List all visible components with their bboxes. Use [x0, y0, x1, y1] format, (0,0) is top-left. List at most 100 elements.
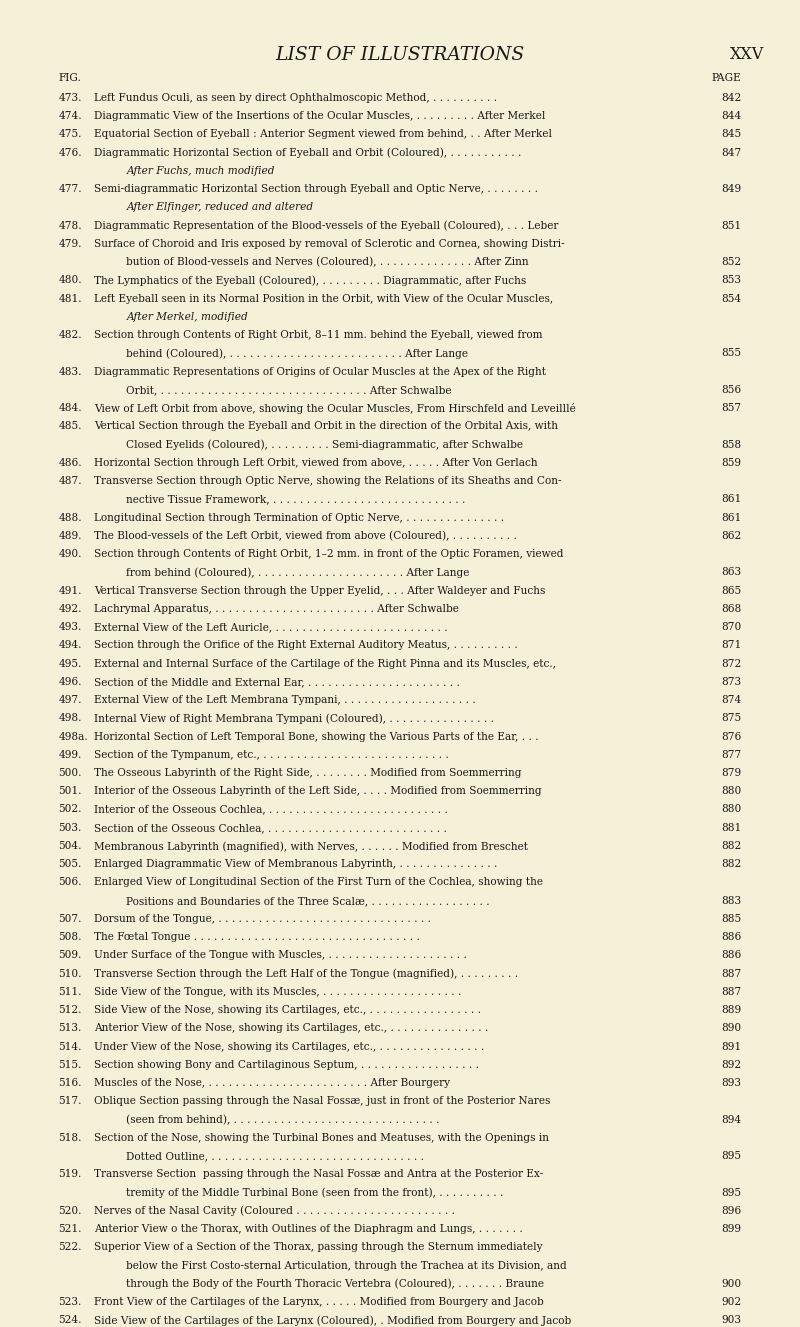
Text: Left Eyeball seen in its Normal Position in the Orbit, with View of the Ocular M: Left Eyeball seen in its Normal Position…: [94, 293, 554, 304]
Text: Vertical Transverse Section through the Upper Eyelid, . . . After Waldeyer and F: Vertical Transverse Section through the …: [94, 585, 546, 596]
Text: 873: 873: [722, 677, 742, 687]
Text: 855: 855: [722, 349, 742, 358]
Text: 895: 895: [722, 1152, 742, 1161]
Text: Diagrammatic Representation of the Blood-vessels of the Eyeball (Coloured), . . : Diagrammatic Representation of the Blood…: [94, 220, 558, 231]
Text: 512.: 512.: [58, 1006, 82, 1015]
Text: Nerves of the Nasal Cavity (Coloured . . . . . . . . . . . . . . . . . . . . . .: Nerves of the Nasal Cavity (Coloured . .…: [94, 1206, 455, 1217]
Text: Oblique Section passing through the Nasal Fossæ, just in front of the Posterior : Oblique Section passing through the Nasa…: [94, 1096, 550, 1107]
Text: 503.: 503.: [58, 823, 82, 833]
Text: Section through Contents of Right Orbit, 8–11 mm. behind the Eyeball, viewed fro: Section through Contents of Right Orbit,…: [94, 330, 543, 340]
Text: 861: 861: [722, 512, 742, 523]
Text: Anterior View o the Thorax, with Outlines of the Diaphragm and Lungs, . . . . . : Anterior View o the Thorax, with Outline…: [94, 1225, 523, 1234]
Text: 876: 876: [722, 731, 742, 742]
Text: 513.: 513.: [58, 1023, 82, 1034]
Text: 854: 854: [722, 293, 742, 304]
Text: 902: 902: [722, 1298, 742, 1307]
Text: 478.: 478.: [58, 220, 82, 231]
Text: 842: 842: [722, 93, 742, 104]
Text: 863: 863: [722, 568, 742, 577]
Text: 896: 896: [722, 1206, 742, 1216]
Text: External View of the Left Membrana Tympani, . . . . . . . . . . . . . . . . . . : External View of the Left Membrana Tympa…: [94, 695, 476, 705]
Text: nective Tissue Framework, . . . . . . . . . . . . . . . . . . . . . . . . . . . : nective Tissue Framework, . . . . . . . …: [126, 495, 466, 504]
Text: 497.: 497.: [58, 695, 82, 705]
Text: Muscles of the Nose, . . . . . . . . . . . . . . . . . . . . . . . . After Bourg: Muscles of the Nose, . . . . . . . . . .…: [94, 1079, 450, 1088]
Text: 887: 887: [722, 969, 742, 979]
Text: Dotted Outline, . . . . . . . . . . . . . . . . . . . . . . . . . . . . . . . .: Dotted Outline, . . . . . . . . . . . . …: [126, 1152, 424, 1161]
Text: 499.: 499.: [58, 750, 82, 760]
Text: 487.: 487.: [58, 476, 82, 486]
Text: 890: 890: [722, 1023, 742, 1034]
Text: 474.: 474.: [58, 111, 82, 121]
Text: 501.: 501.: [58, 787, 82, 796]
Text: Section of the Osseous Cochlea, . . . . . . . . . . . . . . . . . . . . . . . . : Section of the Osseous Cochlea, . . . . …: [94, 823, 447, 833]
Text: Section of the Tympanum, etc., . . . . . . . . . . . . . . . . . . . . . . . . .: Section of the Tympanum, etc., . . . . .…: [94, 750, 450, 760]
Text: 882: 882: [722, 860, 742, 869]
Text: Horizontal Section of Left Temporal Bone, showing the Various Parts of the Ear, : Horizontal Section of Left Temporal Bone…: [94, 731, 539, 742]
Text: through the Body of the Fourth Thoracic Vertebra (Coloured), . . . . . . . Braun: through the Body of the Fourth Thoracic …: [126, 1279, 544, 1290]
Text: 847: 847: [722, 147, 742, 158]
Text: 870: 870: [722, 622, 742, 632]
Text: 887: 887: [722, 987, 742, 997]
Text: 493.: 493.: [58, 622, 82, 632]
Text: Interior of the Osseous Cochlea, . . . . . . . . . . . . . . . . . . . . . . . .: Interior of the Osseous Cochlea, . . . .…: [94, 804, 448, 815]
Text: Superior View of a Section of the Thorax, passing through the Sternum immediatel: Superior View of a Section of the Thorax…: [94, 1242, 543, 1253]
Text: After Merkel, modified: After Merkel, modified: [126, 312, 248, 322]
Text: 882: 882: [722, 841, 742, 851]
Text: 473.: 473.: [58, 93, 82, 104]
Text: Side View of the Tongue, with its Muscles, . . . . . . . . . . . . . . . . . . .: Side View of the Tongue, with its Muscle…: [94, 987, 462, 997]
Text: 502.: 502.: [58, 804, 82, 815]
Text: 903: 903: [722, 1315, 742, 1326]
Text: Longitudinal Section through Termination of Optic Nerve, . . . . . . . . . . . .: Longitudinal Section through Termination…: [94, 512, 505, 523]
Text: 881: 881: [722, 823, 742, 833]
Text: Horizontal Section through Left Orbit, viewed from above, . . . . . After Von Ge: Horizontal Section through Left Orbit, v…: [94, 458, 538, 468]
Text: PAGE: PAGE: [712, 73, 742, 84]
Text: 875: 875: [722, 714, 742, 723]
Text: 518.: 518.: [58, 1133, 82, 1143]
Text: 868: 868: [722, 604, 742, 614]
Text: 900: 900: [722, 1279, 742, 1289]
Text: Vertical Section through the Eyeball and Orbit in the direction of the Orbital A: Vertical Section through the Eyeball and…: [94, 422, 558, 431]
Text: Interior of the Osseous Labyrinth of the Left Side, . . . . Modified from Soemme: Interior of the Osseous Labyrinth of the…: [94, 787, 542, 796]
Text: 862: 862: [722, 531, 742, 541]
Text: 482.: 482.: [58, 330, 82, 340]
Text: The Osseous Labyrinth of the Right Side, . . . . . . . . Modified from Soemmerri: The Osseous Labyrinth of the Right Side,…: [94, 768, 522, 778]
Text: 490.: 490.: [58, 549, 82, 559]
Text: 885: 885: [722, 914, 742, 924]
Text: 516.: 516.: [58, 1079, 82, 1088]
Text: Front View of the Cartilages of the Larynx, . . . . . Modified from Bourgery and: Front View of the Cartilages of the Lary…: [94, 1298, 544, 1307]
Text: 514.: 514.: [58, 1042, 82, 1052]
Text: 483.: 483.: [58, 366, 82, 377]
Text: Anterior View of the Nose, showing its Cartilages, etc., . . . . . . . . . . . .: Anterior View of the Nose, showing its C…: [94, 1023, 489, 1034]
Text: Under Surface of the Tongue with Muscles, . . . . . . . . . . . . . . . . . . . : Under Surface of the Tongue with Muscles…: [94, 950, 467, 961]
Text: from behind (Coloured), . . . . . . . . . . . . . . . . . . . . . . After Lange: from behind (Coloured), . . . . . . . . …: [126, 568, 470, 577]
Text: 891: 891: [722, 1042, 742, 1052]
Text: 515.: 515.: [58, 1060, 82, 1070]
Text: 883: 883: [722, 896, 742, 906]
Text: Dorsum of the Tongue, . . . . . . . . . . . . . . . . . . . . . . . . . . . . . : Dorsum of the Tongue, . . . . . . . . . …: [94, 914, 431, 924]
Text: Section of the Nose, showing the Turbinal Bones and Meatuses, with the Openings : Section of the Nose, showing the Turbina…: [94, 1133, 550, 1143]
Text: 500.: 500.: [58, 768, 82, 778]
Text: 858: 858: [722, 439, 742, 450]
Text: Side View of the Nose, showing its Cartilages, etc., . . . . . . . . . . . . . .: Side View of the Nose, showing its Carti…: [94, 1006, 482, 1015]
Text: 523.: 523.: [58, 1298, 82, 1307]
Text: Section of the Middle and External Ear, . . . . . . . . . . . . . . . . . . . . : Section of the Middle and External Ear, …: [94, 677, 460, 687]
Text: 494.: 494.: [58, 641, 82, 650]
Text: Membranous Labyrinth (magnified), with Nerves, . . . . . . Modified from Bresche: Membranous Labyrinth (magnified), with N…: [94, 841, 528, 852]
Text: Orbit, . . . . . . . . . . . . . . . . . . . . . . . . . . . . . . . After Schwa: Orbit, . . . . . . . . . . . . . . . . .…: [126, 385, 452, 395]
Text: 485.: 485.: [58, 422, 82, 431]
Text: 880: 880: [722, 787, 742, 796]
Text: 852: 852: [722, 257, 742, 267]
Text: 849: 849: [722, 184, 742, 194]
Text: 845: 845: [722, 129, 742, 139]
Text: Closed Eyelids (Coloured), . . . . . . . . . Semi-diagrammatic, after Schwalbe: Closed Eyelids (Coloured), . . . . . . .…: [126, 439, 523, 450]
Text: 495.: 495.: [58, 658, 82, 669]
Text: 877: 877: [722, 750, 742, 760]
Text: 480.: 480.: [58, 276, 82, 285]
Text: 853: 853: [722, 276, 742, 285]
Text: 508.: 508.: [58, 933, 82, 942]
Text: Section through the Orifice of the Right External Auditory Meatus, . . . . . . .: Section through the Orifice of the Right…: [94, 641, 518, 650]
Text: 491.: 491.: [58, 585, 82, 596]
Text: 889: 889: [722, 1006, 742, 1015]
Text: The Blood-vessels of the Left Orbit, viewed from above (Coloured), . . . . . . .: The Blood-vessels of the Left Orbit, vie…: [94, 531, 518, 541]
Text: 857: 857: [722, 403, 742, 413]
